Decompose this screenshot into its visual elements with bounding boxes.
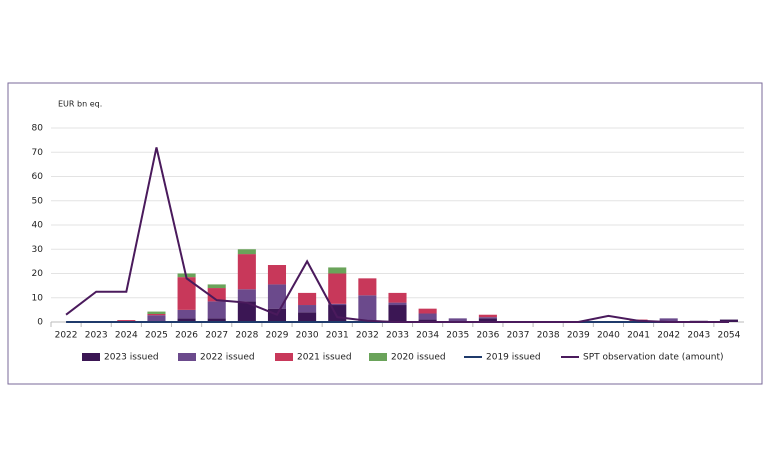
y-tick-label: 80 <box>32 124 44 134</box>
legend-marker <box>275 353 293 361</box>
bar <box>358 295 377 321</box>
x-tick-label: 2035 <box>446 331 469 341</box>
bar <box>388 292 407 303</box>
x-tick-label: 2029 <box>266 331 289 341</box>
bar <box>388 305 407 322</box>
bar <box>177 277 196 310</box>
y-tick-label: 50 <box>32 196 44 206</box>
x-tick-label: 2031 <box>326 331 349 341</box>
y-tick-label: 0 <box>37 318 43 328</box>
legend-label: 2023 issued <box>104 353 159 363</box>
bar <box>267 265 287 285</box>
legend-marker <box>369 353 387 361</box>
x-tick-label: 2022 <box>55 331 78 341</box>
bar <box>418 319 437 322</box>
bar <box>207 301 226 319</box>
x-tick-label: 2036 <box>476 331 499 341</box>
x-tick-label: 2039 <box>567 331 590 341</box>
x-tick-label: 2025 <box>145 331 168 341</box>
bar <box>448 318 467 322</box>
y-tick-label: 30 <box>32 245 44 255</box>
bar <box>478 317 497 319</box>
x-tick-label: 2024 <box>115 331 138 341</box>
bar <box>328 305 347 322</box>
x-tick-label: 2043 <box>687 331 710 341</box>
bar <box>388 302 407 306</box>
x-tick-label: 2027 <box>205 331 228 341</box>
bar <box>358 278 377 296</box>
bar <box>237 301 256 322</box>
bar <box>298 292 317 306</box>
bar <box>237 249 256 255</box>
legend-label: 2020 issued <box>391 353 446 363</box>
x-tick-label: 2054 <box>717 331 740 341</box>
bar <box>328 273 347 304</box>
bar <box>418 313 437 320</box>
chart-frame <box>7 82 763 385</box>
bar <box>267 284 287 309</box>
legend-label: 2022 issued <box>200 353 255 363</box>
x-tick-label: 2037 <box>507 331 530 341</box>
line <box>65 147 729 323</box>
legend-marker <box>178 353 196 361</box>
bar <box>328 267 347 274</box>
x-tick-label: 2023 <box>85 331 108 341</box>
bar <box>237 289 256 302</box>
x-tick-label: 2038 <box>537 331 560 341</box>
bar <box>147 315 166 322</box>
bar <box>237 254 256 290</box>
x-tick-label: 2034 <box>416 331 439 341</box>
x-tick-label: 2032 <box>356 331 379 341</box>
y-tick-label: 40 <box>32 221 44 231</box>
y-tick-label: 60 <box>32 172 44 182</box>
y-axis-label: EUR bn eq. <box>58 100 102 109</box>
bar <box>147 311 166 314</box>
bar <box>207 284 226 289</box>
x-tick-label: 2026 <box>175 331 198 341</box>
y-tick-label: 10 <box>32 293 44 303</box>
bar <box>418 308 437 314</box>
bar <box>177 309 196 319</box>
legend-marker <box>82 353 100 361</box>
bar <box>478 314 497 318</box>
x-tick-label: 2042 <box>657 331 680 341</box>
x-tick-label: 2030 <box>296 331 319 341</box>
bar <box>177 318 196 322</box>
bar <box>207 318 226 322</box>
bar <box>298 305 317 313</box>
x-tick-label: 2040 <box>597 331 620 341</box>
y-tick-label: 70 <box>32 148 44 158</box>
legend-label: SPT observation date (amount) <box>583 353 724 363</box>
y-tick-label: 20 <box>32 269 44 279</box>
bar <box>719 319 738 322</box>
x-tick-label: 2033 <box>386 331 409 341</box>
legend-label: 2019 issued <box>486 353 541 363</box>
bar <box>328 303 347 306</box>
bar <box>659 318 678 322</box>
bar <box>298 312 317 322</box>
x-tick-label: 2041 <box>627 331 650 341</box>
bar <box>478 318 497 322</box>
x-tick-label: 2028 <box>235 331 258 341</box>
legend-label: 2021 issued <box>297 353 352 363</box>
bar <box>147 313 166 316</box>
